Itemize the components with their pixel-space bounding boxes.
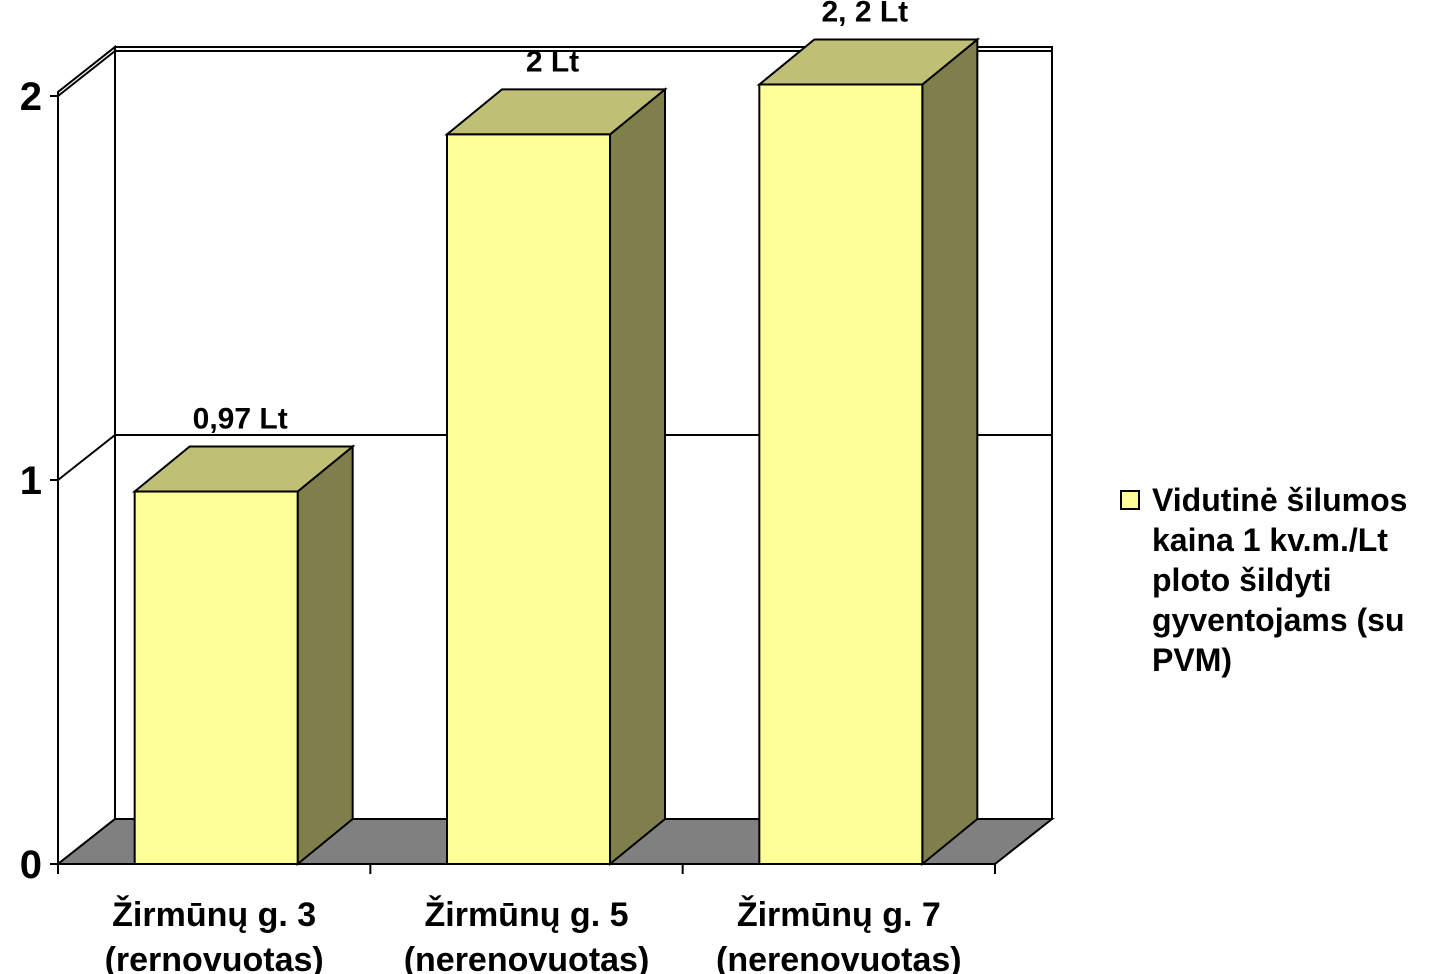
y-tick-label: 2 [20,75,42,119]
bar [758,83,924,866]
x-tick-label: (nerenovuotas) [716,941,962,974]
x-tick-label: Žirmūnų g. 3 [112,896,316,934]
data-label: 0,97 Lt [193,403,288,436]
y-tick-label: 0 [20,843,42,887]
x-tick-label: (nerenovuotas) [404,941,650,974]
bar [446,133,611,865]
data-labels: 0,97 Lt 2 Lt 2, 2 Lt [193,0,909,436]
bars [131,37,981,867]
gridline-side [57,50,116,97]
x-tick-labels: Žirmūnų g. 3 (rernovuotas) Žirmūnų g. 5 (ne… [105,896,962,974]
x-tick-label: Žirmūnų g. 5 [425,896,629,934]
side-wall [57,44,116,867]
data-label: 2 Lt [526,45,579,78]
legend-swatch [1120,490,1140,510]
x-tick-label: Žirmūnų g. 7 [737,896,941,934]
bar-side [296,444,354,867]
bar [133,490,299,865]
gridline-side [57,434,116,481]
y-tick-labels: 0 1 2 [20,75,42,887]
y-tick-label: 1 [20,459,42,503]
bar-side [921,37,979,867]
bar-side [609,87,666,867]
legend-label: Vidutinė šilumos kaina 1 kv.m./Lt ploto … [1152,482,1408,678]
x-tick-label: (rernovuotas) [105,941,324,974]
data-label: 2, 2 Lt [821,0,908,28]
